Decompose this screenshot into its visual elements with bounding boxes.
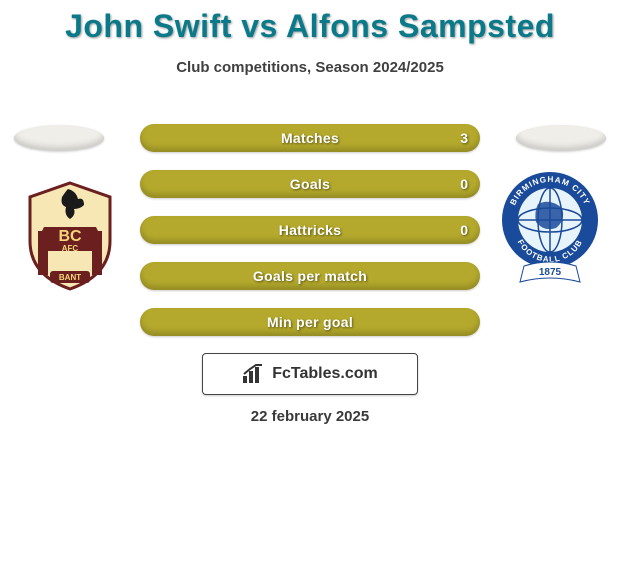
stat-label: Goals per match [253, 268, 367, 284]
stat-label: Hattricks [279, 222, 342, 238]
player-left-oval [14, 125, 104, 151]
stat-label: Min per goal [267, 314, 353, 330]
stat-value: 0 [460, 222, 468, 238]
page-title: John Swift vs Alfons Sampsted [0, 0, 620, 45]
stat-label: Matches [281, 130, 339, 146]
logo-left-text-afc: AFC [62, 244, 79, 253]
brand-badge[interactable]: FcTables.com [202, 353, 418, 395]
stat-bar-hattricks: Hattricks 0 [140, 216, 480, 244]
logo-left-text-bant: BANT [59, 273, 81, 282]
date-label: 22 february 2025 [0, 408, 620, 425]
brand-text: FcTables.com [272, 365, 378, 383]
subtitle: Club competitions, Season 2024/2025 [0, 59, 620, 76]
stat-bar-goals: Goals 0 [140, 170, 480, 198]
bars-icon [242, 364, 268, 384]
logo-left-text-bc: BC [58, 228, 82, 245]
stat-label: Goals [290, 176, 330, 192]
comparison-card: John Swift vs Alfons Sampsted Club compe… [0, 0, 620, 580]
stats-list: Matches 3 Goals 0 Hattricks 0 Goals per … [140, 124, 480, 336]
stat-bar-matches: Matches 3 [140, 124, 480, 152]
logo-right-year: 1875 [539, 267, 562, 278]
stat-bar-mpg: Min per goal [140, 308, 480, 336]
club-logo-right: BIRMINGHAM CITY FOOTBALL CLUB 1875 [500, 178, 600, 288]
stat-value: 0 [460, 176, 468, 192]
player-right-oval [516, 125, 606, 151]
stat-value: 3 [460, 130, 468, 146]
stat-bar-gpm: Goals per match [140, 262, 480, 290]
club-logo-left: BC AFC BANT [20, 180, 120, 290]
